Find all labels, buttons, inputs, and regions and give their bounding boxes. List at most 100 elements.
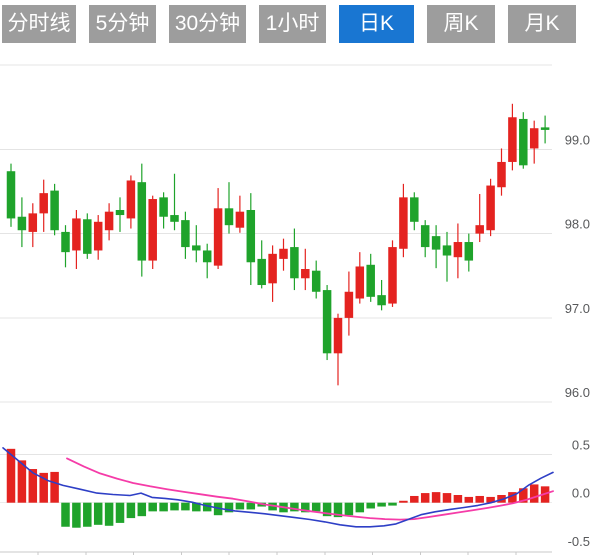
price-gridlines (0, 64, 552, 403)
macd-bar (181, 502, 190, 511)
macd-bar (322, 502, 332, 517)
candle (529, 128, 539, 149)
macd-tick-label: 0.5 (572, 438, 590, 453)
macd-bar (6, 448, 16, 503)
macd-bar (519, 488, 528, 503)
tab-1hour[interactable]: 1小时 (259, 5, 326, 43)
candle (93, 221, 103, 251)
candle (322, 290, 332, 354)
candle (83, 219, 92, 254)
macd-bar (192, 502, 201, 512)
candle (420, 225, 430, 248)
macd-bar (159, 502, 168, 512)
macd-bar (486, 496, 495, 503)
candle (126, 180, 136, 219)
candle (344, 291, 354, 318)
macd-bar (431, 492, 441, 503)
macd-bar (464, 496, 474, 503)
macd-histogram (6, 448, 550, 528)
macd-bar (224, 502, 234, 513)
candle (290, 247, 299, 279)
candle (148, 199, 157, 261)
candle (28, 213, 38, 232)
macd-gridlines (0, 454, 552, 504)
candle (497, 161, 506, 188)
candle (475, 225, 484, 234)
tab-minute-line[interactable]: 分时线 (2, 5, 76, 43)
macd-bar (366, 502, 375, 509)
candle (431, 236, 441, 250)
macd-bar (333, 502, 343, 518)
macd-bar (508, 492, 517, 503)
candle (377, 295, 386, 306)
macd-bar (170, 502, 179, 511)
dea-line (66, 457, 554, 521)
candle (61, 231, 70, 253)
macd-bar (453, 495, 463, 503)
candle (213, 208, 223, 266)
candle (464, 242, 474, 261)
candle (224, 208, 234, 226)
macd-bar (475, 495, 484, 503)
tab-weekly-k[interactable]: 周K (427, 5, 495, 43)
candle (355, 266, 365, 299)
candle (115, 209, 125, 216)
candle (159, 197, 168, 217)
tab-monthly-k[interactable]: 月K (508, 5, 576, 43)
candle (519, 118, 528, 166)
macd-bar (148, 502, 157, 512)
macd-tick-label: 0.0 (572, 486, 590, 501)
candle (235, 211, 245, 228)
candle (246, 209, 256, 263)
candle (301, 269, 310, 279)
candle (333, 317, 343, 354)
candle (181, 220, 190, 248)
macd-bar (290, 502, 299, 512)
macd-bar (50, 471, 59, 503)
macd-tick-label: -0.5 (568, 534, 590, 549)
macd-bar (377, 502, 386, 507)
x-axis (0, 551, 552, 555)
candle (50, 190, 59, 231)
macd-bar (115, 502, 125, 523)
macd-bar (213, 502, 223, 516)
candle (17, 216, 27, 231)
macd-bar (39, 472, 48, 503)
candlestick-series (6, 103, 550, 386)
macd-bar (83, 502, 92, 527)
macd-bar (355, 502, 365, 513)
tab-5min[interactable]: 5分钟 (89, 5, 156, 43)
macd-bar (410, 495, 419, 503)
macd-bar (301, 502, 310, 513)
candle (202, 250, 212, 263)
macd-axis-labels: 0.5 0.0 -0.5 (568, 438, 590, 549)
candle (279, 248, 288, 259)
macd-bar (61, 502, 70, 527)
macd-bar (104, 502, 114, 526)
macd-bar (442, 493, 452, 503)
macd-bar (529, 484, 539, 503)
candle (6, 171, 16, 219)
price-tick-label: 97.0 (565, 301, 590, 316)
candle (257, 258, 266, 286)
macd-bar (28, 469, 38, 503)
candle (508, 117, 517, 162)
macd-bar (126, 502, 136, 519)
tab-daily-k[interactable]: 日K (339, 5, 414, 43)
price-tick-label: 98.0 (565, 217, 590, 232)
macd-bar (235, 502, 245, 510)
price-axis-labels: 99.0 98.0 97.0 96.0 (565, 132, 590, 400)
timeframe-tabs: 分时线 5分钟 30分钟 1小时 日K 周K 月K (2, 5, 589, 43)
tab-30min[interactable]: 30分钟 (169, 5, 246, 43)
macd-bar (344, 502, 354, 516)
macd-bar (137, 502, 147, 517)
macd-bar (93, 502, 103, 525)
macd-bar (268, 502, 277, 511)
price-tick-label: 96.0 (565, 385, 590, 400)
candle (453, 242, 463, 258)
macd-bar (420, 493, 430, 503)
candle (137, 182, 147, 261)
candle (170, 215, 179, 222)
